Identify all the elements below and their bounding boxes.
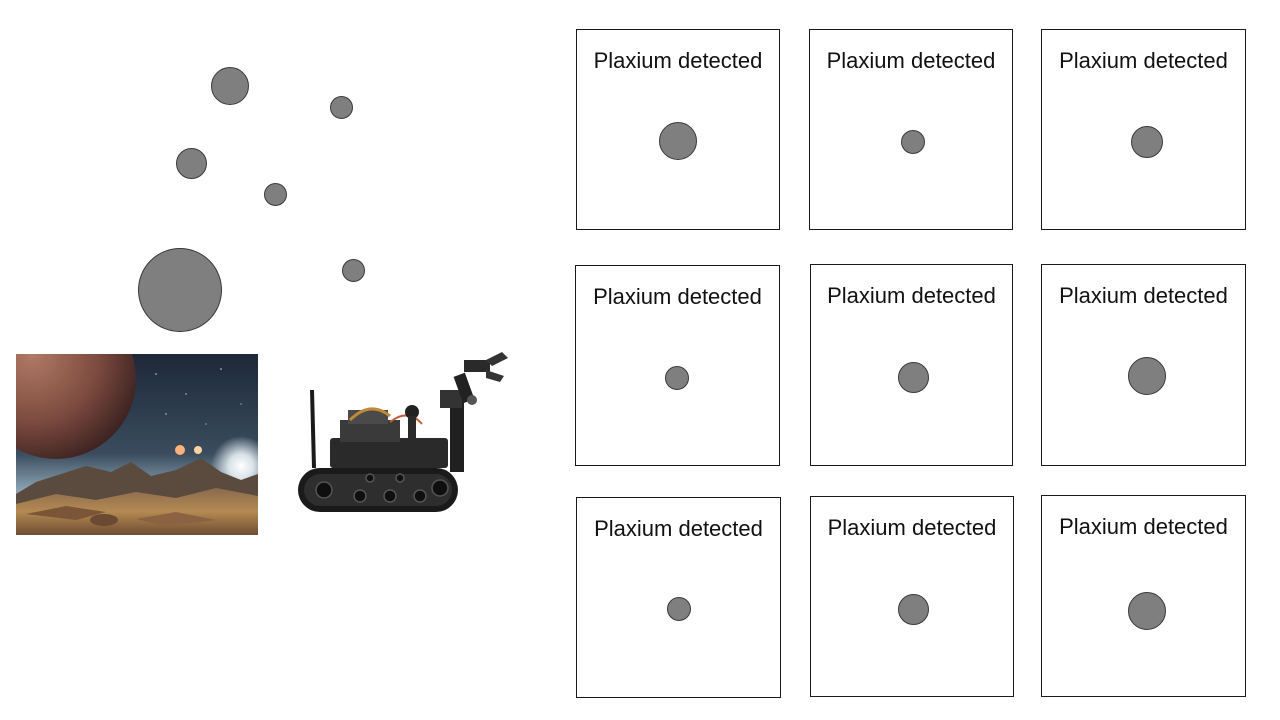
plaxium-sample-dot	[665, 366, 689, 390]
detection-panel: Plaxium detected	[1041, 264, 1246, 466]
detection-label: Plaxium detected	[1059, 48, 1228, 73]
detection-panel: Plaxium detected	[1041, 29, 1246, 230]
detection-label: Plaxium detected	[1059, 283, 1228, 308]
detection-label: Plaxium detected	[593, 284, 762, 309]
detection-label: Plaxium detected	[1059, 514, 1228, 539]
plaxium-sample-dot	[1128, 592, 1166, 630]
plaxium-sample-dot	[659, 122, 697, 160]
detection-panel: Plaxium detected	[576, 497, 781, 698]
plaxium-stone-5	[138, 248, 222, 332]
plaxium-sample-dot	[897, 593, 929, 625]
plaxium-stone-4	[263, 182, 287, 206]
detection-panel: Plaxium detected	[576, 29, 780, 230]
plaxium-sample-dot	[897, 361, 929, 393]
detection-panel: Plaxium detected	[810, 264, 1013, 466]
detection-label: Plaxium detected	[826, 48, 996, 73]
robot-rover-image	[298, 352, 508, 512]
planet-landscape-image	[16, 354, 258, 535]
detection-panel: Plaxium detected	[810, 496, 1014, 697]
plaxium-stone-3	[175, 147, 207, 179]
detection-label: Plaxium detected	[827, 515, 997, 540]
plaxium-stone-6	[341, 258, 365, 282]
plaxium-stone-1	[211, 67, 249, 105]
plaxium-sample-dot	[1128, 357, 1166, 395]
detection-label: Plaxium detected	[594, 516, 763, 541]
plaxium-sample-dot	[667, 597, 691, 621]
detection-label: Plaxium detected	[593, 48, 763, 73]
detection-panel: Plaxium detected	[575, 265, 780, 466]
detection-label: Plaxium detected	[827, 283, 996, 308]
plaxium-stone-2	[329, 95, 353, 119]
plaxium-sample-dot	[1131, 126, 1163, 158]
detection-panel: Plaxium detected	[809, 29, 1013, 230]
detection-panel: Plaxium detected	[1041, 495, 1246, 697]
plaxium-sample-dot	[901, 130, 925, 154]
